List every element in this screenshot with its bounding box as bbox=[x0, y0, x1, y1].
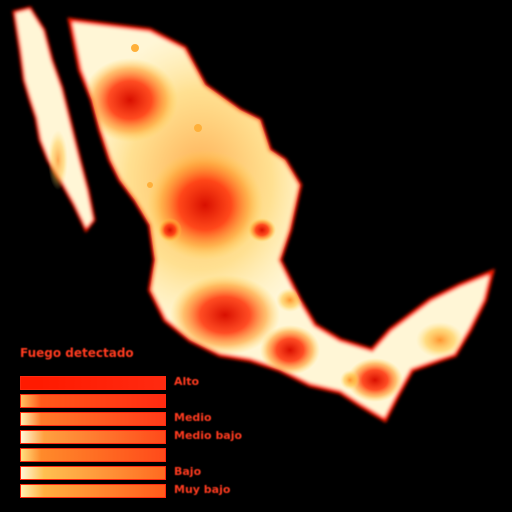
hotspot-yucatan bbox=[416, 322, 464, 358]
legend-swatch bbox=[20, 376, 166, 390]
legend-label: Bajo bbox=[174, 465, 202, 478]
hotspot-central bbox=[147, 150, 263, 260]
legend-label: Medio bbox=[174, 411, 212, 424]
legend-row: Alto bbox=[20, 375, 310, 390]
legend-swatch bbox=[20, 412, 166, 426]
legend-swatch bbox=[20, 448, 166, 462]
legend-label: Medio bajo bbox=[174, 429, 243, 442]
legend-row bbox=[20, 448, 310, 462]
legend-row: Medio bajo bbox=[20, 429, 310, 444]
mainland bbox=[67, 17, 495, 423]
hotspot-oaxaca bbox=[260, 325, 320, 375]
legend-swatch bbox=[20, 394, 166, 408]
legend-row: Muy bajo bbox=[20, 483, 310, 498]
legend: Fuego detectado Alto Medio Medio bajo Ba… bbox=[16, 344, 316, 504]
legend-row: Medio bbox=[20, 411, 310, 426]
hotspot-south bbox=[170, 275, 280, 355]
hotspot-sonora bbox=[82, 58, 178, 142]
legend-swatch bbox=[20, 430, 166, 444]
legend-label: Muy bajo bbox=[174, 483, 231, 496]
hotspot-chiapas bbox=[347, 358, 403, 402]
legend-label: Alto bbox=[174, 375, 200, 388]
baja-california bbox=[12, 6, 96, 233]
legend-row: Bajo bbox=[20, 465, 310, 480]
legend-swatch bbox=[20, 484, 166, 498]
legend-swatch bbox=[20, 466, 166, 480]
legend-row bbox=[20, 394, 310, 408]
legend-title: Fuego detectado bbox=[20, 346, 134, 360]
